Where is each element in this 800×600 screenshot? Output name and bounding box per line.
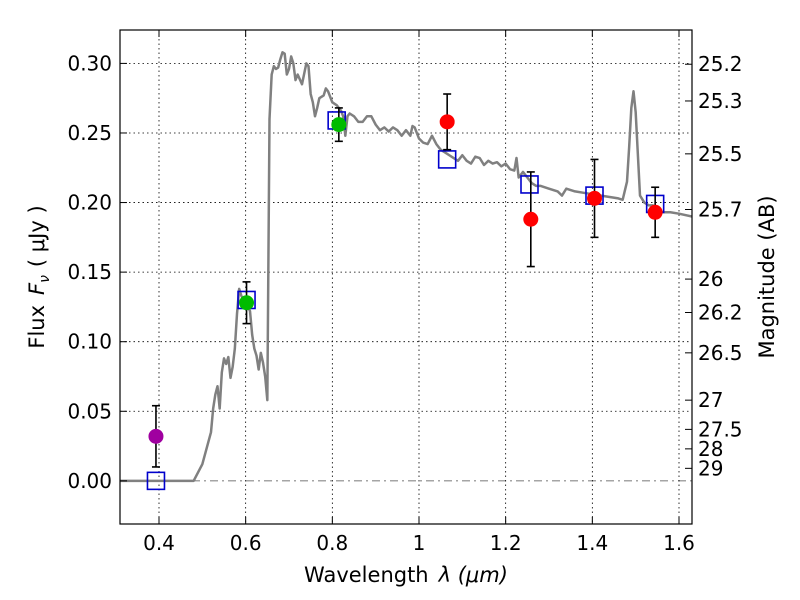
y-tick-label: 0.25 xyxy=(67,121,112,145)
x-axis-label: Wavelength λ (μm) xyxy=(304,563,508,587)
x-tick-label: 1.2 xyxy=(490,531,522,555)
magnitude-axis-label: Magnitude (AB) xyxy=(755,195,779,358)
magnitude-tick-label: 25.3 xyxy=(698,89,743,113)
observed-point xyxy=(331,117,347,133)
observed-points-layer xyxy=(148,114,663,444)
magnitude-tick-label: 27 xyxy=(698,388,723,412)
x-tick-label: 1.6 xyxy=(663,531,695,555)
observed-point xyxy=(239,295,255,311)
observed-point xyxy=(647,204,663,220)
observed-point xyxy=(587,190,602,206)
model-photometry-square xyxy=(437,150,457,169)
model-photometry-square xyxy=(146,471,166,491)
y-axis-ticks: 0.00 0.05 0.10 0.15 0.20 0.25 0.30 xyxy=(67,51,127,493)
observed-point xyxy=(148,428,164,444)
plot-frame xyxy=(119,29,693,525)
y-tick-label: 0.10 xyxy=(67,330,112,354)
magnitude-tick-label: 25.5 xyxy=(698,142,743,166)
magnitude-tick-label: 25.2 xyxy=(698,52,743,76)
magnitude-tick-label: 25.7 xyxy=(698,198,743,222)
magnitude-tick-label: 26.5 xyxy=(698,341,743,365)
y-tick-label: 0.15 xyxy=(67,260,112,284)
model-photometry-square xyxy=(520,175,539,194)
x-tick-label: 0.6 xyxy=(230,531,262,555)
x-tick-label: 0.8 xyxy=(316,531,348,555)
model-curve xyxy=(120,51,692,483)
y-tick-label: 0.05 xyxy=(67,399,112,423)
magnitude-tick-label: 26 xyxy=(698,267,723,291)
observed-point xyxy=(439,114,455,130)
magnitude-tick-label: 29 xyxy=(698,456,723,480)
magnitude-tick-label: 26.2 xyxy=(698,300,743,324)
magnitude-tick-label: 27.5 xyxy=(698,417,743,441)
x-tick-label: 1 xyxy=(413,531,426,555)
x-tick-label: 1.4 xyxy=(576,531,608,555)
x-axis-ticks: 0.4 0.6 0.8 1 1.2 1.4 1.6 xyxy=(143,30,695,555)
y-tick-label: 0.00 xyxy=(67,469,112,493)
x-tick-label: 0.4 xyxy=(143,531,175,555)
model-curve-layer xyxy=(120,51,692,483)
y-tick-label: 0.20 xyxy=(67,191,112,215)
magnitude-tick-label: 28 xyxy=(698,437,723,461)
y-axis-label: FluxFν( μJy ) xyxy=(25,205,53,348)
observed-point xyxy=(523,211,539,227)
y-tick-label: 0.30 xyxy=(67,51,112,75)
